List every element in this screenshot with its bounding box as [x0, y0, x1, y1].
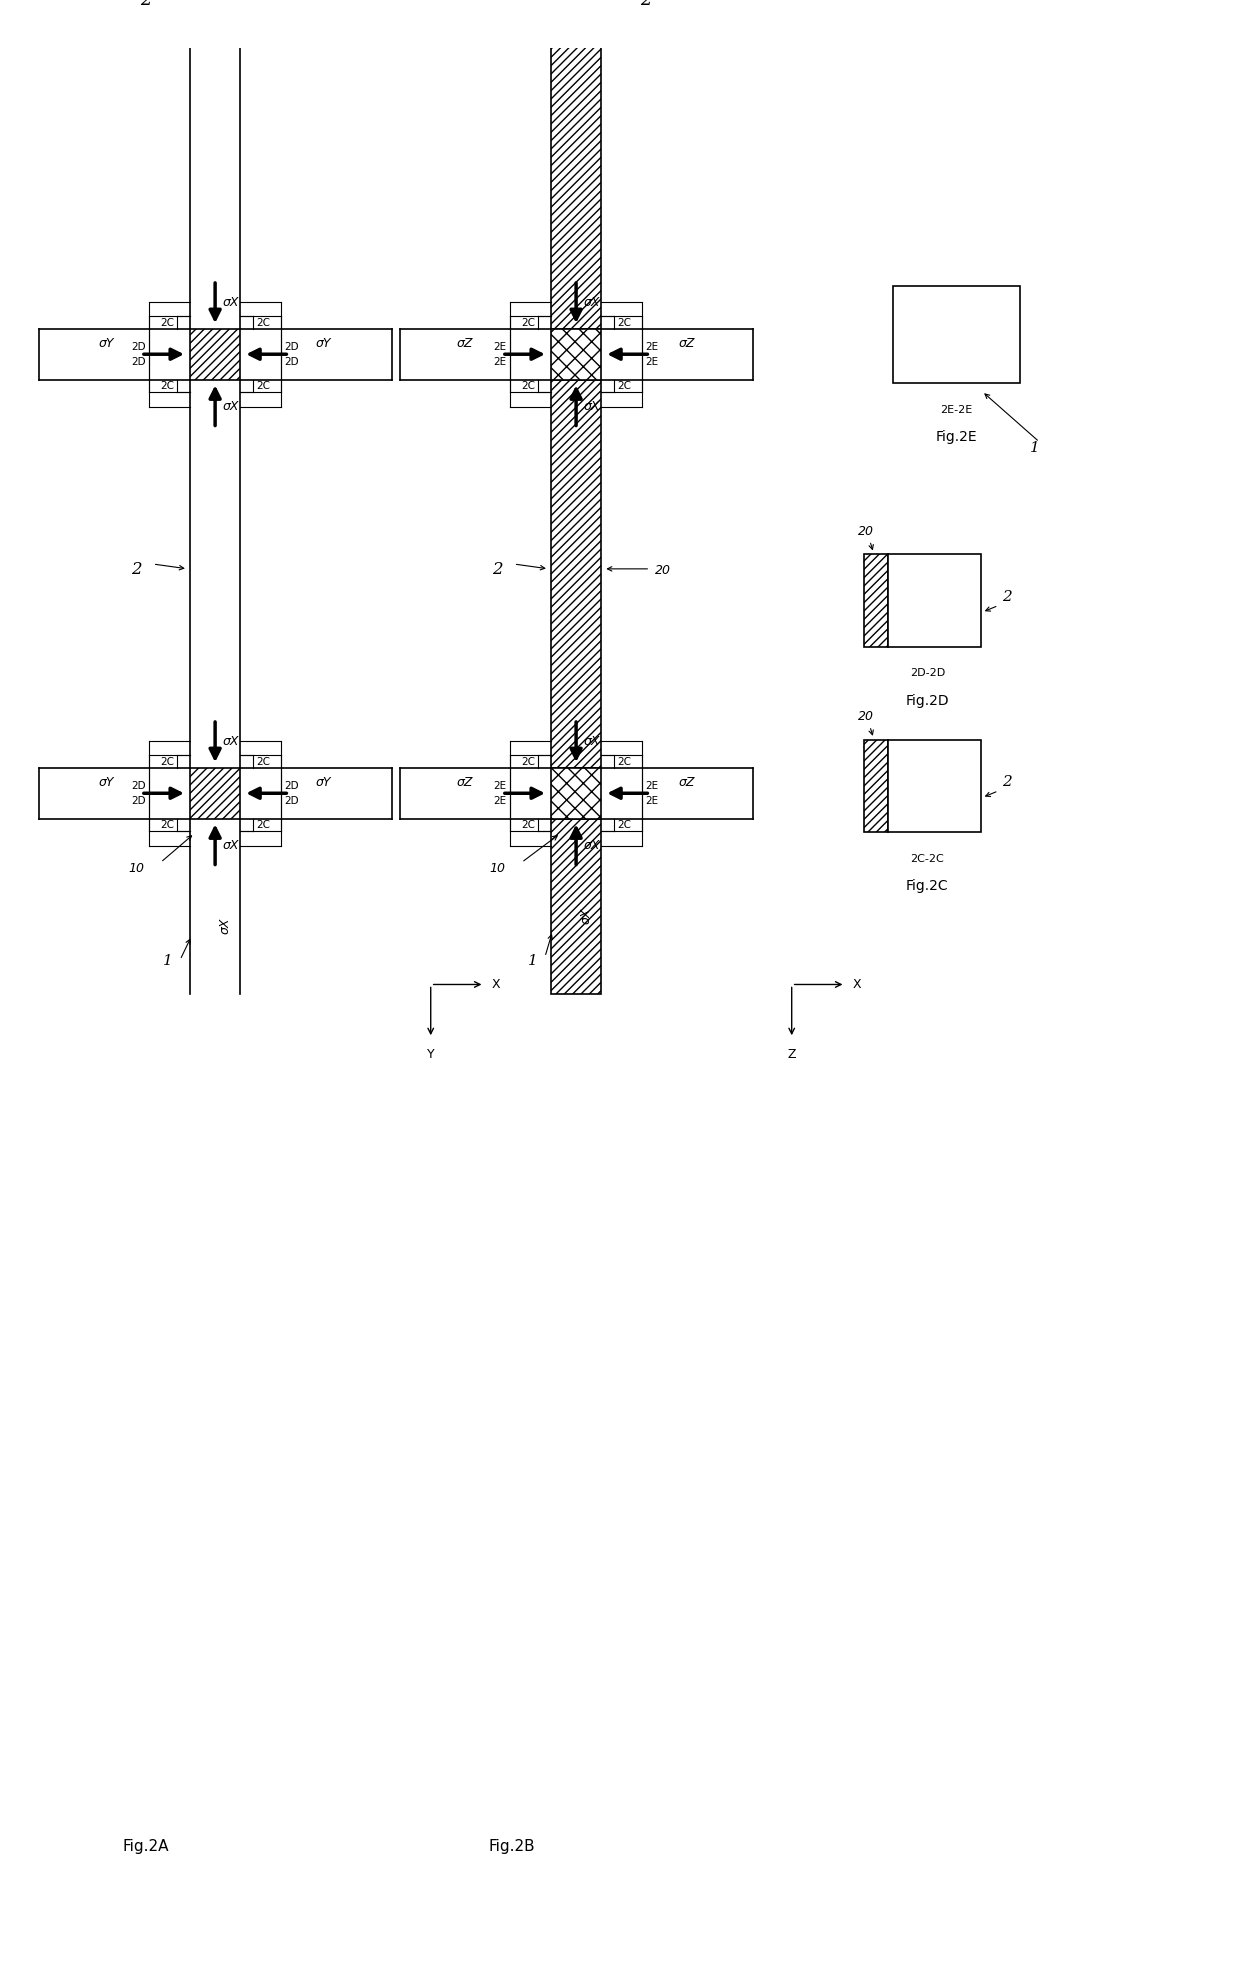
Text: 2E: 2E [645, 342, 658, 352]
Text: σZ: σZ [456, 776, 474, 790]
Bar [888, 740, 981, 833]
Text: 2C: 2C [160, 819, 174, 831]
Text: 2D: 2D [284, 357, 299, 367]
Text: X: X [852, 978, 861, 992]
Bar [893, 287, 1021, 383]
Text: 2C-2C: 2C-2C [910, 854, 944, 864]
Text: 1: 1 [528, 955, 538, 968]
Bar [864, 740, 888, 833]
Bar [551, 328, 601, 379]
Text: 2C: 2C [257, 381, 270, 391]
Text: σY: σY [316, 776, 331, 790]
Text: 2C: 2C [160, 756, 174, 766]
Text: Z: Z [787, 1049, 796, 1061]
Text: 2D: 2D [284, 782, 299, 791]
Text: 2C: 2C [160, 381, 174, 391]
Text: σX: σX [219, 917, 232, 935]
Text: 2E: 2E [494, 342, 507, 352]
Text: 2E: 2E [645, 357, 658, 367]
Text: 20: 20 [655, 564, 671, 577]
Text: 2D: 2D [131, 795, 146, 805]
Text: 2D: 2D [131, 782, 146, 791]
Text: Fig.2A: Fig.2A [123, 1840, 169, 1854]
Text: 2C: 2C [618, 381, 631, 391]
Text: Fig.2E: Fig.2E [936, 430, 977, 444]
Text: 2D: 2D [131, 342, 146, 352]
Text: σZ: σZ [680, 776, 696, 790]
Text: 1: 1 [164, 955, 174, 968]
Text: 2E: 2E [645, 782, 658, 791]
Text: 10: 10 [128, 862, 144, 876]
Text: 2D: 2D [131, 357, 146, 367]
Text: 2E-2E: 2E-2E [940, 405, 972, 414]
Bar [551, 819, 601, 994]
Text: σX: σX [580, 907, 593, 925]
Text: X: X [491, 978, 500, 992]
Bar [190, 768, 241, 819]
Text: 2E: 2E [494, 795, 507, 805]
Text: 2: 2 [1002, 776, 1012, 790]
Text: 2D-2D: 2D-2D [910, 668, 945, 678]
Text: 2C: 2C [160, 318, 174, 328]
Text: 2: 2 [1002, 589, 1012, 603]
Text: 2D: 2D [284, 342, 299, 352]
Text: 2C: 2C [257, 819, 270, 831]
Text: σX: σX [584, 735, 600, 748]
Text: σX: σX [584, 295, 600, 308]
Text: 2: 2 [492, 562, 502, 577]
Bar [190, 328, 241, 379]
Text: 2C: 2C [521, 381, 536, 391]
Text: 2C: 2C [521, 819, 536, 831]
Text: σX: σX [223, 295, 239, 308]
Bar [864, 554, 888, 646]
Text: Fig.2B: Fig.2B [489, 1840, 534, 1854]
Text: 2D: 2D [284, 795, 299, 805]
Text: σX: σX [584, 401, 600, 412]
Text: Y: Y [427, 1049, 434, 1061]
Bar [551, 379, 601, 768]
Text: 2: 2 [640, 0, 651, 10]
Text: 2E: 2E [494, 782, 507, 791]
Text: 2E: 2E [494, 357, 507, 367]
Text: σX: σX [223, 839, 239, 852]
Bar [551, 768, 601, 819]
Text: 20: 20 [858, 524, 874, 538]
Text: 2E: 2E [645, 795, 658, 805]
Text: 2C: 2C [618, 819, 631, 831]
Text: σZ: σZ [456, 338, 474, 350]
Text: Fig.2D: Fig.2D [905, 693, 949, 707]
Text: 2C: 2C [257, 756, 270, 766]
Text: σY: σY [99, 338, 114, 350]
Text: σX: σX [223, 401, 239, 412]
Text: Fig.2C: Fig.2C [906, 880, 949, 894]
Text: 1: 1 [1029, 440, 1039, 456]
Text: 10: 10 [489, 862, 505, 876]
Text: σZ: σZ [680, 338, 696, 350]
Text: σX: σX [223, 735, 239, 748]
Text: 2C: 2C [257, 318, 270, 328]
Text: σY: σY [99, 776, 114, 790]
Bar [888, 554, 981, 646]
Text: 2C: 2C [521, 756, 536, 766]
Text: 2: 2 [130, 562, 141, 577]
Text: 2C: 2C [618, 756, 631, 766]
Text: 2: 2 [140, 0, 151, 10]
Text: 2C: 2C [521, 318, 536, 328]
Bar [551, 16, 601, 328]
Text: 2C: 2C [618, 318, 631, 328]
Text: 20: 20 [858, 711, 874, 723]
Text: σY: σY [316, 338, 331, 350]
Text: σX: σX [584, 839, 600, 852]
